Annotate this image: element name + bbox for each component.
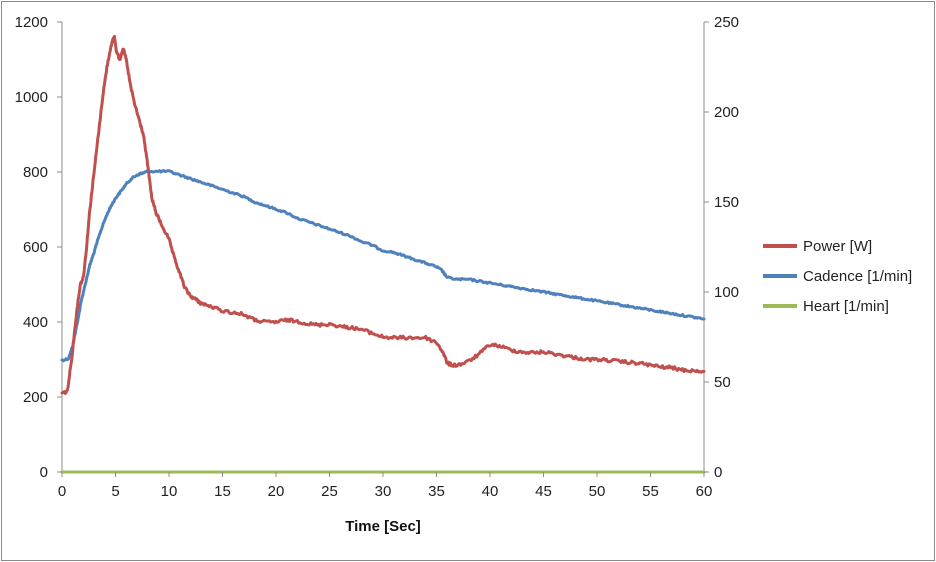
ticks: 0 5 10 15 20 25 30 35 40 45 50 55 600200400600800100… [15,14,739,500]
y-tick-label-left: 1000 [15,89,48,106]
series-line-power [60,34,706,395]
y-tick-label-left: 1200 [15,14,48,31]
y-tick-label-left: 800 [23,164,48,181]
x-tick-label: 60 [696,483,713,500]
y-tick-label-right: 250 [714,14,739,31]
x-tick-label: 20 [268,483,285,500]
series-layer [60,34,706,474]
series-line-cadence [60,169,706,363]
y-tick-label-right: 0 [714,464,722,481]
x-tick-label: 30 [375,483,392,500]
legend: Power [W] Cadence [1/min] Heart [1/min] [763,238,912,315]
x-tick-label: 35 [428,483,445,500]
legend-label-cadence: Cadence [1/min] [803,268,912,285]
y-tick-label-right: 50 [714,374,731,391]
y-tick-label-left: 200 [23,389,48,406]
y-tick-label-left: 400 [23,314,48,331]
legend-label-heart: Heart [1/min] [803,298,889,315]
x-tick-label: 25 [321,483,338,500]
x-tick-label: 5 [111,483,119,500]
x-tick-label: 10 [161,483,178,500]
y-tick-label-right: 150 [714,194,739,211]
y-tick-label-left: 600 [23,239,48,256]
x-axis-title: Time [Sec] [345,518,421,535]
y-tick-label-right: 200 [714,104,739,121]
x-tick-label: 15 [214,483,231,500]
x-tick-label: 0 [58,483,66,500]
x-tick-label: 55 [642,483,659,500]
legend-label-power: Power [W] [803,238,872,255]
x-tick-label: 45 [535,483,552,500]
x-tick-label: 40 [482,483,499,500]
x-tick-label: 50 [589,483,606,500]
axes [61,22,705,473]
y-tick-label-left: 0 [40,464,48,481]
y-tick-label-right: 100 [714,284,739,301]
